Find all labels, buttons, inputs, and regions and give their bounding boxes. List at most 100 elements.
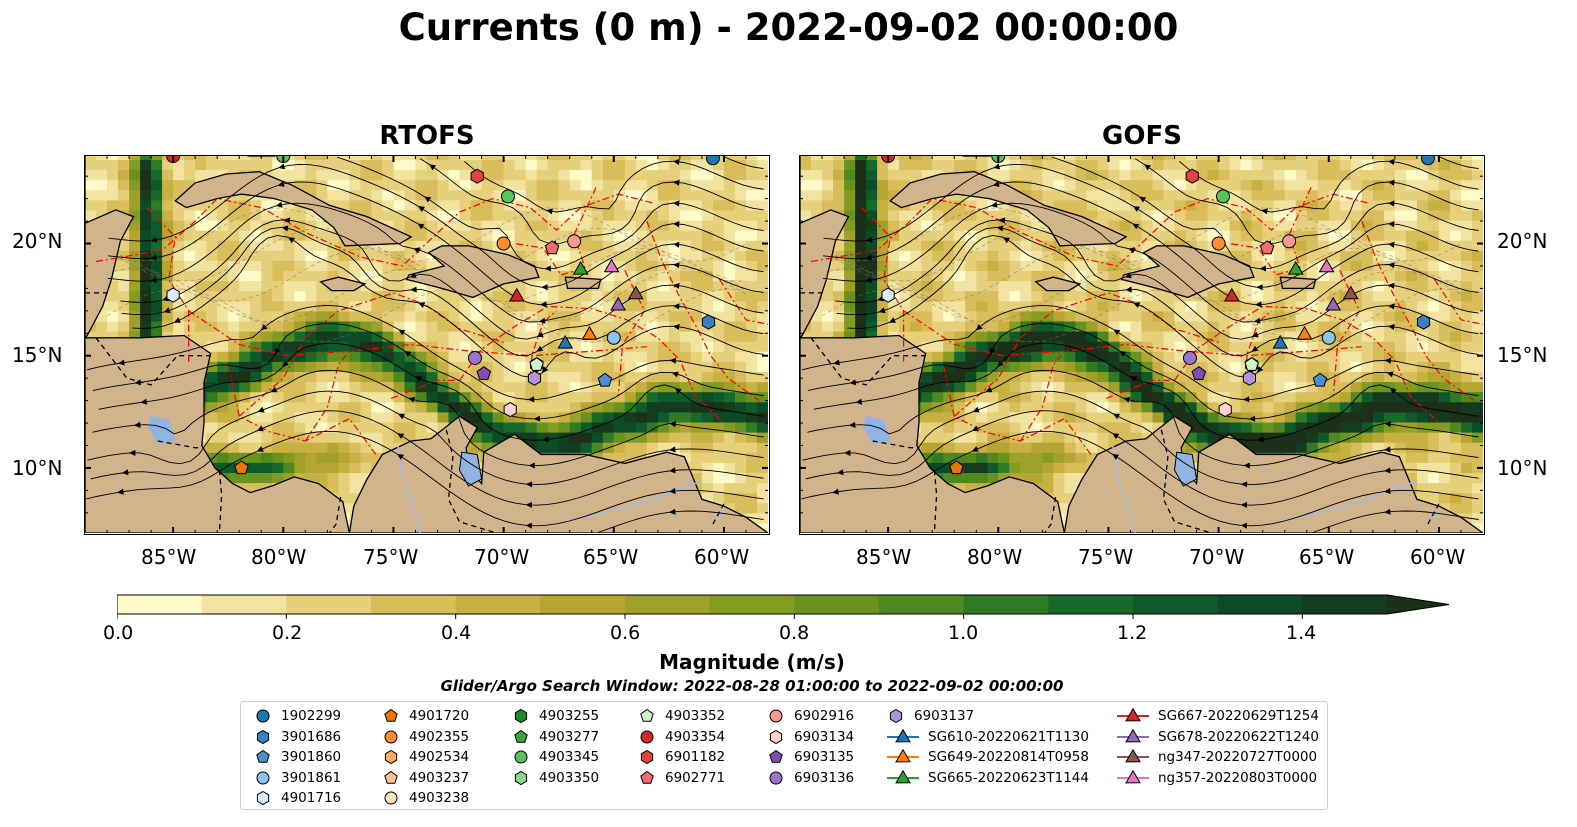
current-map-gofs[interactable]: [799, 155, 1485, 535]
legend-item: 3901686: [253, 727, 341, 747]
legend-item: 6903136: [766, 768, 854, 788]
colorbar-bin: [879, 595, 965, 614]
hexagon-marker-icon: [640, 749, 654, 765]
argo-float-marker[interactable]: [567, 234, 582, 249]
argo-float-marker[interactable]: [166, 287, 180, 303]
argo-float-marker[interactable]: [1216, 189, 1231, 204]
argo-float-marker[interactable]: [496, 236, 511, 251]
glider-marker[interactable]: [610, 296, 627, 311]
glider-marker[interactable]: [1318, 258, 1335, 273]
argo-float-marker[interactable]: [1218, 402, 1232, 418]
argo-float-marker[interactable]: [529, 357, 544, 371]
streamline-arrow: [1384, 421, 1391, 428]
streamline-arrow: [998, 217, 1006, 224]
lon-tick-label: 60°W: [694, 545, 750, 569]
argo-float-marker[interactable]: [544, 240, 560, 255]
river: [565, 480, 703, 523]
argo-float-marker[interactable]: [1259, 240, 1275, 255]
legend-label: SG665-20220623T1144: [928, 769, 1089, 786]
glider-marker[interactable]: [572, 260, 589, 275]
streamline-arrow: [971, 446, 979, 452]
argo-float-marker[interactable]: [1321, 330, 1336, 345]
streamlines: [85, 156, 764, 533]
glider-marker[interactable]: [1296, 325, 1313, 340]
glider-marker[interactable]: [603, 258, 620, 273]
argo-float-marker[interactable]: [1312, 372, 1328, 387]
streamline: [132, 234, 764, 378]
pentagon-marker-icon: [514, 729, 528, 743]
glider-marker[interactable]: [1287, 260, 1304, 275]
streamline-arrow: [260, 324, 268, 331]
streamline-arrow: [398, 413, 405, 420]
legend-item: 4901720: [381, 706, 469, 726]
streamline-arrow: [118, 359, 125, 366]
eez-line: [861, 207, 905, 365]
lakes: [148, 415, 483, 487]
argo-float-marker[interactable]: [467, 350, 482, 365]
streamline-arrow: [673, 158, 680, 165]
legend-item: 6903137: [886, 706, 974, 726]
argo-float-marker[interactable]: [503, 402, 517, 418]
legend-item: SG665-20220623T1144: [886, 768, 1089, 788]
streamline-arrow: [673, 179, 680, 186]
argo-float-marker[interactable]: [597, 372, 613, 387]
glider-marker[interactable]: [581, 325, 598, 340]
argo-float-marker[interactable]: [701, 314, 716, 330]
legend-item: 6901182: [637, 747, 725, 767]
glider-marker[interactable]: [627, 285, 644, 300]
argo-float-marker[interactable]: [881, 287, 895, 303]
glider-marker[interactable]: [557, 334, 574, 349]
argo-float-marker[interactable]: [1420, 156, 1435, 166]
colorbar-tick-label: 0.8: [779, 622, 810, 644]
streamline-arrow: [536, 331, 544, 338]
lakes: [863, 415, 1198, 487]
streamline-arrow: [1144, 164, 1151, 171]
legend-item: 4902355: [381, 727, 469, 747]
streamline: [1438, 156, 1479, 170]
argo-float-marker[interactable]: [606, 330, 621, 345]
argo-float-marker[interactable]: [1282, 234, 1297, 249]
argo-float-marker[interactable]: [1185, 168, 1199, 184]
argo-float-marker[interactable]: [949, 460, 964, 475]
search-window-caption: Glider/Argo Search Window: 2022-08-28 01…: [440, 677, 1064, 695]
hexagon-marker-icon: [256, 790, 270, 806]
argo-float-marker[interactable]: [234, 460, 249, 475]
argo-float-marker[interactable]: [1182, 350, 1197, 365]
glider-marker[interactable]: [1272, 334, 1289, 349]
streamline-arrow: [1003, 237, 1010, 244]
argo-float-marker[interactable]: [476, 366, 492, 380]
argo-float-marker[interactable]: [470, 168, 484, 184]
eez-line: [718, 279, 768, 325]
streamline-arrow: [408, 397, 416, 403]
argo-float-marker[interactable]: [501, 189, 516, 204]
legend-item: SG667-20220629T1254: [1116, 706, 1319, 726]
argo-float-marker[interactable]: [1242, 370, 1256, 386]
glider-marker[interactable]: [1223, 287, 1240, 302]
eez-line: [1332, 270, 1361, 397]
colorbar-bin: [1302, 595, 1388, 614]
legend-label: 4903237: [409, 769, 470, 786]
argo-float-marker[interactable]: [527, 370, 541, 386]
glider-marker[interactable]: [1342, 285, 1359, 300]
streamline: [121, 226, 764, 357]
streamline-arrow: [1113, 329, 1121, 336]
current-map-rtofs[interactable]: [84, 155, 770, 535]
argo-float-marker[interactable]: [1244, 357, 1259, 371]
argo-float-marker[interactable]: [1211, 236, 1226, 251]
country-border: [872, 440, 919, 449]
streamline-arrow: [1123, 397, 1131, 403]
legend-item: 6902771: [637, 768, 725, 788]
argo-float-marker[interactable]: [1416, 314, 1431, 330]
glider-marker[interactable]: [508, 287, 525, 302]
argo-float-marker[interactable]: [1191, 366, 1207, 380]
legend-item: 3901860: [253, 747, 341, 767]
lon-tick-label: 75°W: [1078, 545, 1134, 569]
legend-label: SG678-20220622T1240: [1158, 728, 1319, 745]
streamline-arrow: [541, 284, 548, 291]
glider-marker[interactable]: [1325, 296, 1342, 311]
argo-float-marker[interactable]: [705, 156, 720, 166]
triangle-marker-icon: [1117, 707, 1149, 722]
streamline-arrow: [669, 508, 676, 515]
streamline-arrow: [1386, 371, 1394, 378]
hexagon-marker-icon: [889, 708, 903, 724]
